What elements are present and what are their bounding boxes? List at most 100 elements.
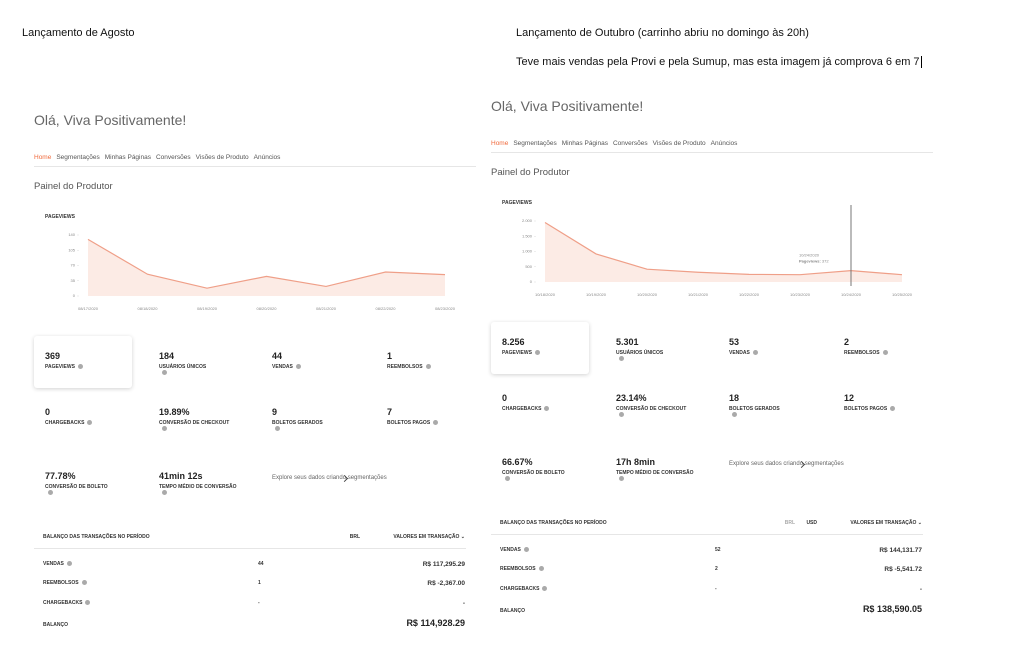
stat-label-text: VENDAS xyxy=(272,364,293,370)
stat-label-text: CONVERSÃO DE CHECKOUT xyxy=(159,420,230,426)
currency-option[interactable]: BRL xyxy=(784,520,795,526)
row-amount: - xyxy=(462,600,465,607)
nav-tab[interactable]: Conversões xyxy=(155,154,191,161)
help-icon xyxy=(752,350,758,356)
nav-tab[interactable]: Conversões xyxy=(612,140,648,147)
x-tick-label: 10/18/2020 xyxy=(535,292,556,297)
stat-value: 7 xyxy=(387,407,393,417)
stat-value: 184 xyxy=(159,351,175,361)
greeting: Olá, Viva Positivamente! xyxy=(491,98,644,114)
help-icon xyxy=(619,476,624,482)
stat-label-text: TEMPO MÉDIO DE CONVERSÃO xyxy=(616,470,694,476)
row-amount: R$ -5,541.72 xyxy=(884,566,922,573)
stat-label: CHARGEBACKS xyxy=(45,420,97,426)
row-label: BALANÇO xyxy=(500,608,525,614)
caption: Lançamento de Outubro (carrinho abriu no… xyxy=(516,27,809,39)
section-title: Painel do Produtor xyxy=(34,181,113,192)
stat-value: 12 xyxy=(844,393,855,403)
x-tick-label: 08/17/2020 xyxy=(78,306,99,311)
table-column[interactable]: VALORES EM TRANSAÇÃO ⌄ xyxy=(393,534,465,540)
nav-tab[interactable]: Home xyxy=(491,140,509,147)
explore-text: Explore seus dados criando segmentações xyxy=(729,461,844,467)
row-label: BALANÇO xyxy=(43,622,68,628)
help-icon xyxy=(275,426,280,432)
nav-divider xyxy=(491,152,933,153)
stat-label: CONVERSÃO DE BOLETO xyxy=(45,484,108,496)
stat-label: TEMPO MÉDIO DE CONVERSÃO xyxy=(159,484,237,496)
stat-label-text: PAGEVIEWS xyxy=(45,364,75,370)
row-label-text: CHARGEBACKS xyxy=(43,600,83,606)
row-label: VENDAS xyxy=(500,547,529,553)
stat-label: BOLETOS PAGOS xyxy=(387,420,439,426)
tooltip-label: Pageviews: xyxy=(799,259,821,264)
row-label-text: BALANÇO xyxy=(43,622,68,628)
row-amount: - xyxy=(919,586,922,593)
row-label-text: REEMBOLSOS xyxy=(43,580,79,586)
help-icon xyxy=(295,364,301,370)
nav-tab[interactable]: Segmentações xyxy=(513,140,557,147)
x-tick-label: 08/22/2020 xyxy=(375,306,396,311)
stat-value: 53 xyxy=(729,337,740,347)
tooltip-value: 372 xyxy=(822,259,829,264)
explore-link[interactable]: Explore seus dados criando segmentações xyxy=(729,460,844,468)
stat-label-text: REEMBOLSOS xyxy=(387,364,423,370)
row-amount: R$ 117,295.29 xyxy=(422,561,465,568)
row-label-text: REEMBOLSOS xyxy=(500,566,536,572)
x-tick-label: 08/20/2020 xyxy=(256,306,277,311)
row-label-text: BALANÇO xyxy=(500,608,525,614)
table-column[interactable]: VALORES EM TRANSAÇÃO ⌄ xyxy=(850,520,922,526)
stat-label: CHARGEBACKS xyxy=(502,406,554,412)
x-tick-label: 10/20/2020 xyxy=(637,292,658,297)
nav-tab[interactable]: Anúncios xyxy=(710,140,738,147)
currency-option[interactable]: BRL xyxy=(349,534,360,540)
caption: Teve mais vendas pela Provi e pela Sumup… xyxy=(516,56,922,68)
stat-label-text: VENDAS xyxy=(729,350,750,356)
row-amount: R$ 114,928.29 xyxy=(406,618,465,628)
help-icon xyxy=(732,412,737,418)
stat-value: 23.14% xyxy=(616,393,647,403)
nav-tab[interactable]: Segmentações xyxy=(56,154,100,161)
chart-title: PAGEVIEWS xyxy=(502,200,532,206)
stat-value: 1 xyxy=(387,351,393,361)
section-title: Painel do Produtor xyxy=(491,167,570,178)
stat-label-text: TEMPO MÉDIO DE CONVERSÃO xyxy=(159,484,237,490)
stat-value: 9 xyxy=(272,407,278,417)
stat-value: 41min 12s xyxy=(159,471,203,481)
stat-label-text: BOLETOS PAGOS xyxy=(844,406,888,412)
y-tick-label: 70 xyxy=(71,263,76,268)
row-count: 52 xyxy=(715,547,721,553)
currency-option[interactable]: USD xyxy=(806,520,817,526)
x-tick-label: 08/23/2020 xyxy=(435,306,456,311)
y-tick-label: 2.000 xyxy=(522,218,533,223)
stat-label-text: REEMBOLSOS xyxy=(844,350,880,356)
nav-tab[interactable]: Minhas Páginas xyxy=(561,140,608,147)
nav-tab[interactable]: Visões de Produto xyxy=(652,140,706,147)
y-tick-label: 1.000 xyxy=(522,249,533,254)
row-amount: R$ 138,590.05 xyxy=(862,604,922,614)
nav-divider xyxy=(34,166,476,167)
x-tick-label: 08/21/2020 xyxy=(316,306,337,311)
help-icon xyxy=(538,566,544,572)
help-icon xyxy=(77,364,83,370)
help-icon xyxy=(544,406,550,412)
stat-label: CONVERSÃO DE BOLETO xyxy=(502,470,565,482)
y-tick-label: 0 xyxy=(530,279,533,284)
nav-tab[interactable]: Minhas Páginas xyxy=(104,154,151,161)
y-tick-label: 0 xyxy=(73,293,76,298)
stat-label-text: CONVERSÃO DE CHECKOUT xyxy=(616,406,687,412)
x-tick-label: 10/23/2020 xyxy=(790,292,811,297)
caption: Lançamento de Agosto xyxy=(22,27,135,39)
nav-tab[interactable]: Anúncios xyxy=(253,154,281,161)
help-icon xyxy=(425,364,431,370)
stat-label: TEMPO MÉDIO DE CONVERSÃO xyxy=(616,470,694,482)
stat-label: VENDAS xyxy=(729,350,781,356)
help-icon xyxy=(87,420,93,426)
explore-link[interactable]: Explore seus dados criando segmentações xyxy=(272,474,387,482)
stat-value: 17h 8min xyxy=(616,457,656,467)
nav-tab[interactable]: Visões de Produto xyxy=(195,154,249,161)
nav-tab[interactable]: Home xyxy=(34,154,52,161)
x-tick-label: 10/25/2020 xyxy=(892,292,913,297)
row-label-text: CHARGEBACKS xyxy=(500,586,540,592)
